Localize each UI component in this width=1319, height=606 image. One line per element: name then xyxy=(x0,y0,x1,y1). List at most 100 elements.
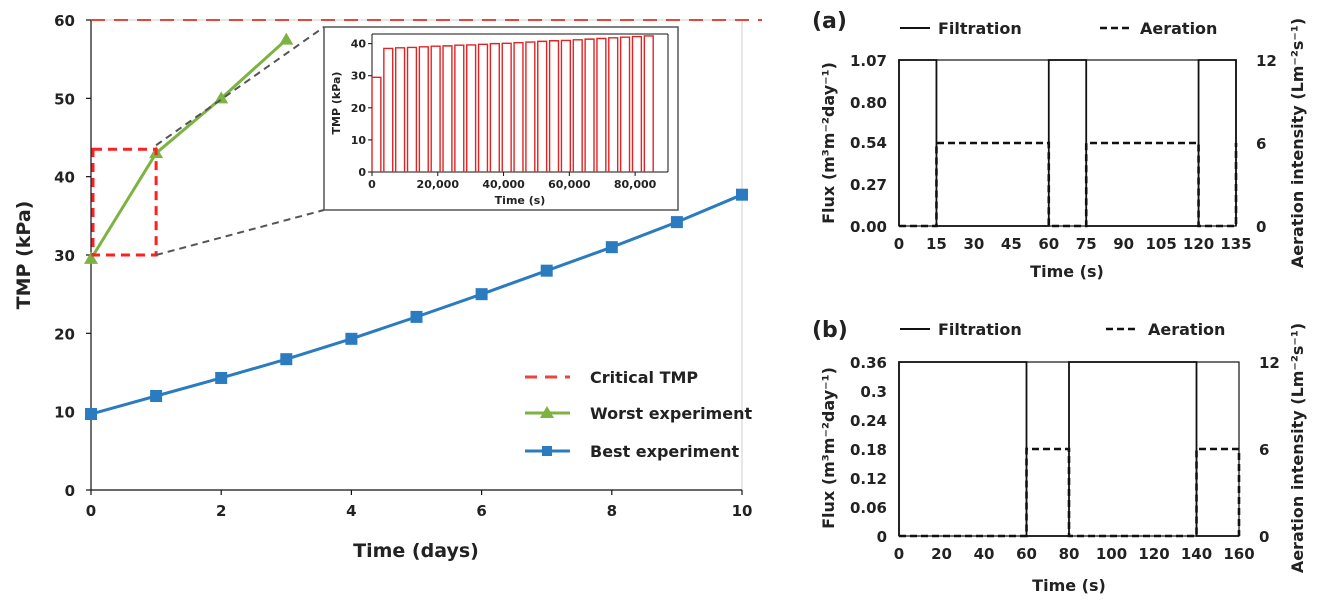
panel-a-y2-axis-title: Aeration intensity (Lm⁻²s⁻¹) xyxy=(1288,18,1307,268)
inset-pulse xyxy=(489,42,500,172)
inset-y-tick-label: 30 xyxy=(351,70,367,83)
zoom-indicator xyxy=(91,26,325,257)
zoom-connector-top xyxy=(155,26,325,147)
b-x-tick-label: 80 xyxy=(1059,545,1080,563)
panel-a-y-ticks: 0.00 0.27 0.54 0.80 1.07 xyxy=(850,52,887,236)
main-legend: Critical TMP Worst experiment Best exper… xyxy=(525,368,752,461)
best-experiment-point xyxy=(280,353,293,366)
b-y2-tick-label: 12 xyxy=(1259,354,1280,372)
best-experiment-point xyxy=(85,408,97,421)
legend-worst-marker xyxy=(540,406,554,418)
legend-critical-label: Critical TMP xyxy=(590,368,698,387)
main-x-axis-title: Time (days) xyxy=(353,540,479,562)
worst-experiment-line xyxy=(89,38,288,260)
inset-pulse xyxy=(418,46,429,172)
panel-b-x-axis-title: Time (s) xyxy=(1032,576,1106,595)
inset-y-tick-label: 40 xyxy=(351,38,367,51)
a-x-tick-label: 75 xyxy=(1076,235,1097,253)
inset-pulse xyxy=(371,76,382,172)
panel-a-y2-ticks: 0 6 12 xyxy=(1256,52,1277,236)
main-y-tick-label: 50 xyxy=(54,90,75,108)
inset-pulse xyxy=(466,44,477,172)
inset-pulse xyxy=(477,43,489,172)
inset-pulse xyxy=(383,47,394,172)
best-experiment-point xyxy=(215,371,228,384)
inset-x-tick-label: 20,000 xyxy=(417,178,460,191)
panel-b-series xyxy=(898,361,1241,538)
worst-experiment-point xyxy=(214,91,229,104)
a-y2-tick-label: 12 xyxy=(1256,52,1277,70)
best-experiment-point xyxy=(475,288,488,301)
a-y2-tick-label: 6 xyxy=(1256,135,1266,153)
zoom-connector-bottom xyxy=(155,209,325,256)
best-experiment-point xyxy=(150,390,163,402)
inset-x-axis-title: Time (s) xyxy=(495,194,546,207)
inset-pulse xyxy=(619,36,631,172)
panel-b-tag: (b) xyxy=(812,318,848,343)
inset-y-tick-label: 0 xyxy=(358,166,366,179)
worst-experiment-point xyxy=(279,32,294,45)
main-y-tick-label: 10 xyxy=(54,404,75,422)
best-experiment-point xyxy=(345,332,358,345)
a-aeration-line xyxy=(899,141,1238,228)
legend-best-marker xyxy=(542,446,552,456)
b-x-tick-label: 160 xyxy=(1223,545,1254,563)
inset-pulse xyxy=(631,35,643,172)
b-y-tick-label: 0.06 xyxy=(850,499,887,517)
a-y-tick-label: 0.54 xyxy=(850,134,887,152)
panel-a-legend-filtration-label: Filtration xyxy=(938,19,1022,38)
b-y-tick-label: 0.36 xyxy=(850,354,887,372)
a-x-tick-label: 120 xyxy=(1183,235,1214,253)
b-x-tick-label: 0 xyxy=(894,545,904,563)
main-x-tick-label: 10 xyxy=(732,502,753,520)
main-y-axis-title: TMP (kPa) xyxy=(13,201,35,310)
inset-y-tick-label: 20 xyxy=(351,102,367,115)
inset-pulse xyxy=(572,39,583,172)
panel-a-y-axis-title: Flux (m³m⁻²day⁻¹) xyxy=(819,62,838,224)
main-y-ticks: 0 10 20 30 40 50 60 xyxy=(54,12,91,500)
a-x-tick-label: 30 xyxy=(963,235,984,253)
b-y2-tick-label: 0 xyxy=(1259,528,1269,546)
panel-a: (a) Filtration Aeration 0 15 30 45 60 75 90 105… xyxy=(812,9,1307,281)
best-experiment-point xyxy=(540,264,553,277)
panel-b-y2-axis-title: Aeration intensity (Lm⁻²s⁻¹) xyxy=(1288,323,1307,573)
main-x-ticks: 0 2 4 6 8 10 xyxy=(86,490,753,520)
inset-pulse xyxy=(525,41,536,172)
panel-b-legend-aeration-label: Aeration xyxy=(1148,320,1225,339)
inset-pulse xyxy=(406,46,418,172)
inset-y-axis-title: TMP (kPa) xyxy=(330,72,343,135)
inset-x-tick-label: 40,000 xyxy=(482,178,525,191)
legend-best-label: Best experiment xyxy=(590,442,740,461)
inset-pulse xyxy=(513,41,524,172)
zoom-region-box xyxy=(91,147,158,257)
inset-pulse xyxy=(560,39,572,172)
main-x-tick-label: 0 xyxy=(86,502,96,520)
a-x-tick-label: 15 xyxy=(926,235,947,253)
inset-pulse xyxy=(394,47,406,172)
best-experiment-point xyxy=(670,216,683,229)
panel-b-x-ticks: 0 20 40 60 80 100 120 140 160 xyxy=(894,545,1255,563)
main-series xyxy=(84,19,762,421)
inset-pulse xyxy=(501,42,512,172)
b-y-tick-label: 0 xyxy=(877,528,887,546)
b-x-tick-label: 20 xyxy=(931,545,952,563)
a-x-tick-label: 135 xyxy=(1220,235,1251,253)
panel-a-series xyxy=(898,59,1238,228)
inset-frame xyxy=(323,26,679,211)
b-x-tick-label: 140 xyxy=(1181,545,1212,563)
inset-pulse xyxy=(596,37,607,172)
a-filtration-line xyxy=(898,59,1237,227)
worst-experiment-point xyxy=(84,251,98,264)
main-y-tick-label: 60 xyxy=(54,12,75,30)
inset-pulse xyxy=(608,37,619,172)
main-x-tick-label: 4 xyxy=(346,502,356,520)
panel-b-y-axis-title: Flux (m³m⁻²day⁻¹) xyxy=(819,367,838,529)
main-y-tick-label: 20 xyxy=(54,325,75,343)
b-x-tick-label: 40 xyxy=(974,545,995,563)
main-chart: 0 2 4 6 8 10 0 10 20 30 40 50 60 Time (days) TMP (k… xyxy=(13,12,762,562)
panel-b-y-ticks: 0 0.06 0.12 0.18 0.24 0.3 0.36 xyxy=(850,354,887,546)
inset-pulse xyxy=(584,38,595,172)
inset-x-tick-label: 80,000 xyxy=(614,178,657,191)
